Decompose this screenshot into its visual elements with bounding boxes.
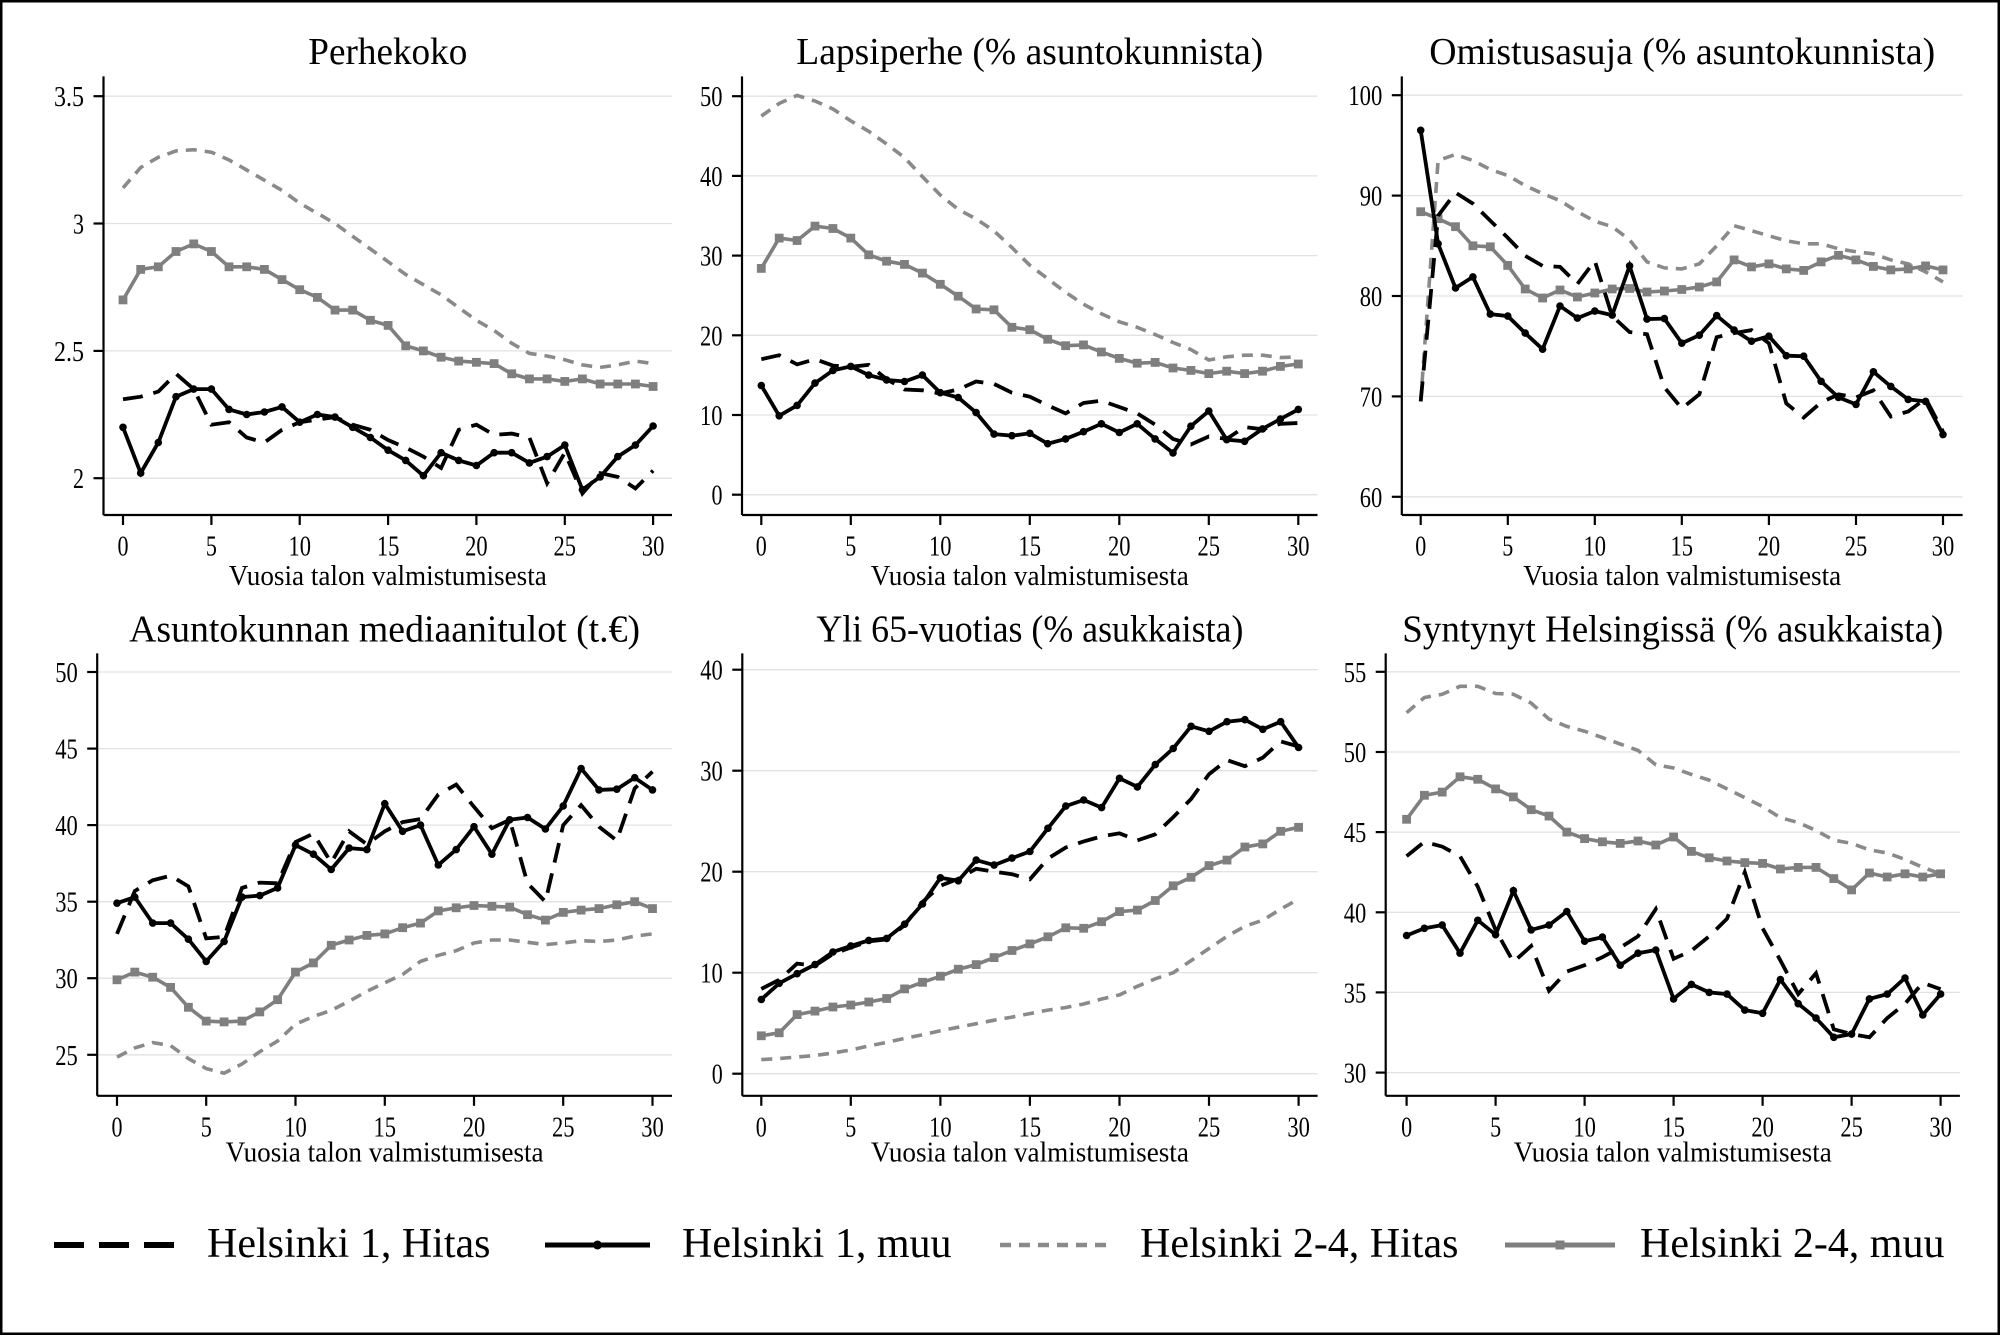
svg-text:0: 0	[112, 1111, 123, 1143]
svg-text:0: 0	[712, 1059, 723, 1091]
svg-text:0: 0	[712, 480, 723, 512]
svg-text:Vuosia talon valmistumisesta: Vuosia talon valmistumisesta	[1514, 1137, 1833, 1168]
svg-text:20: 20	[465, 531, 488, 563]
svg-text:Vuosia talon valmistumisesta: Vuosia talon valmistumisesta	[1523, 561, 1842, 592]
svg-text:5: 5	[845, 1111, 856, 1143]
svg-text:20: 20	[1758, 531, 1781, 563]
svg-text:Vuosia talon valmistumisesta: Vuosia talon valmistumisesta	[871, 1137, 1190, 1168]
svg-text:10: 10	[929, 531, 952, 563]
svg-text:25: 25	[1198, 1111, 1221, 1143]
svg-text:Syntynyt Helsingissä (% asukka: Syntynyt Helsingissä (% asukkaista)	[1402, 608, 1943, 650]
svg-text:60: 60	[1360, 482, 1383, 514]
svg-text:20: 20	[700, 857, 723, 889]
svg-text:40: 40	[55, 810, 78, 842]
svg-text:3: 3	[73, 209, 84, 241]
svg-text:Yli 65-vuotias (% asukkaista): Yli 65-vuotias (% asukkaista)	[816, 608, 1243, 650]
svg-text:Perhekoko: Perhekoko	[308, 31, 467, 73]
svg-text:25: 25	[1198, 531, 1221, 563]
svg-text:45: 45	[55, 734, 78, 766]
svg-text:100: 100	[1348, 80, 1382, 112]
svg-text:20: 20	[700, 320, 723, 352]
svg-text:Helsinki 1, Hitas: Helsinki 1, Hitas	[207, 1221, 490, 1267]
svg-text:10: 10	[700, 400, 723, 432]
svg-text:5: 5	[1502, 531, 1513, 563]
svg-text:50: 50	[1344, 737, 1367, 769]
svg-text:70: 70	[1360, 381, 1383, 413]
svg-text:30: 30	[1929, 1111, 1952, 1143]
svg-text:Asuntokunnan mediaanitulot (t.: Asuntokunnan mediaanitulot (t.€)	[129, 608, 640, 650]
svg-text:0: 0	[1401, 1111, 1412, 1143]
svg-text:50: 50	[700, 81, 723, 113]
svg-text:35: 35	[55, 887, 78, 919]
svg-text:Helsinki 1, muu: Helsinki 1, muu	[682, 1221, 952, 1267]
svg-text:Vuosia talon valmistumisesta: Vuosia talon valmistumisesta	[226, 1137, 545, 1168]
svg-text:40: 40	[700, 161, 723, 193]
svg-text:30: 30	[700, 241, 723, 273]
svg-text:25: 25	[552, 1111, 575, 1143]
svg-text:0: 0	[1415, 531, 1426, 563]
svg-text:5: 5	[206, 531, 217, 563]
svg-text:30: 30	[1932, 531, 1955, 563]
svg-text:10: 10	[1573, 1111, 1596, 1143]
svg-text:0: 0	[756, 1111, 767, 1143]
svg-text:15: 15	[1019, 1111, 1042, 1143]
svg-text:0: 0	[118, 531, 129, 563]
svg-text:30: 30	[700, 756, 723, 788]
svg-text:Vuosia talon valmistumisesta: Vuosia talon valmistumisesta	[871, 561, 1190, 592]
svg-text:20: 20	[463, 1111, 486, 1143]
svg-text:Helsinki 2-4, muu: Helsinki 2-4, muu	[1640, 1221, 1944, 1267]
svg-text:25: 25	[1840, 1111, 1863, 1143]
svg-text:30: 30	[1287, 531, 1310, 563]
svg-text:10: 10	[929, 1111, 952, 1143]
svg-text:3.5: 3.5	[54, 81, 84, 113]
svg-text:30: 30	[1287, 1111, 1310, 1143]
svg-text:25: 25	[1845, 531, 1868, 563]
svg-text:Vuosia talon valmistumisesta: Vuosia talon valmistumisesta	[229, 561, 548, 592]
svg-text:5: 5	[1490, 1111, 1501, 1143]
svg-text:30: 30	[55, 963, 78, 995]
svg-text:10: 10	[1584, 531, 1607, 563]
svg-text:15: 15	[374, 1111, 397, 1143]
svg-text:25: 25	[554, 531, 577, 563]
svg-text:15: 15	[377, 531, 400, 563]
svg-text:10: 10	[284, 1111, 307, 1143]
svg-text:Omistusasuja (% asuntokunnista: Omistusasuja (% asuntokunnista)	[1429, 31, 1935, 73]
svg-text:20: 20	[1108, 531, 1131, 563]
svg-text:0: 0	[756, 531, 767, 563]
svg-text:15: 15	[1662, 1111, 1685, 1143]
svg-text:10: 10	[288, 531, 311, 563]
svg-text:50: 50	[55, 657, 78, 689]
svg-text:2.5: 2.5	[54, 336, 84, 368]
svg-text:20: 20	[1751, 1111, 1774, 1143]
svg-text:30: 30	[1344, 1058, 1367, 1090]
svg-text:30: 30	[641, 1111, 664, 1143]
svg-text:5: 5	[201, 1111, 212, 1143]
svg-text:40: 40	[700, 655, 723, 687]
svg-text:5: 5	[845, 531, 856, 563]
svg-text:25: 25	[55, 1040, 78, 1072]
svg-text:35: 35	[1344, 977, 1367, 1009]
svg-text:80: 80	[1360, 281, 1383, 313]
svg-text:55: 55	[1344, 657, 1367, 689]
svg-text:30: 30	[642, 531, 665, 563]
svg-text:15: 15	[1671, 531, 1694, 563]
svg-text:15: 15	[1019, 531, 1042, 563]
svg-text:45: 45	[1344, 817, 1367, 849]
svg-text:20: 20	[1108, 1111, 1131, 1143]
svg-text:10: 10	[700, 958, 723, 990]
svg-text:Helsinki 2-4, Hitas: Helsinki 2-4, Hitas	[1140, 1221, 1458, 1267]
svg-text:90: 90	[1360, 181, 1383, 213]
svg-text:Lapsiperhe (% asuntokunnista): Lapsiperhe (% asuntokunnista)	[796, 31, 1263, 73]
svg-text:2: 2	[73, 463, 84, 495]
svg-text:40: 40	[1344, 897, 1367, 929]
